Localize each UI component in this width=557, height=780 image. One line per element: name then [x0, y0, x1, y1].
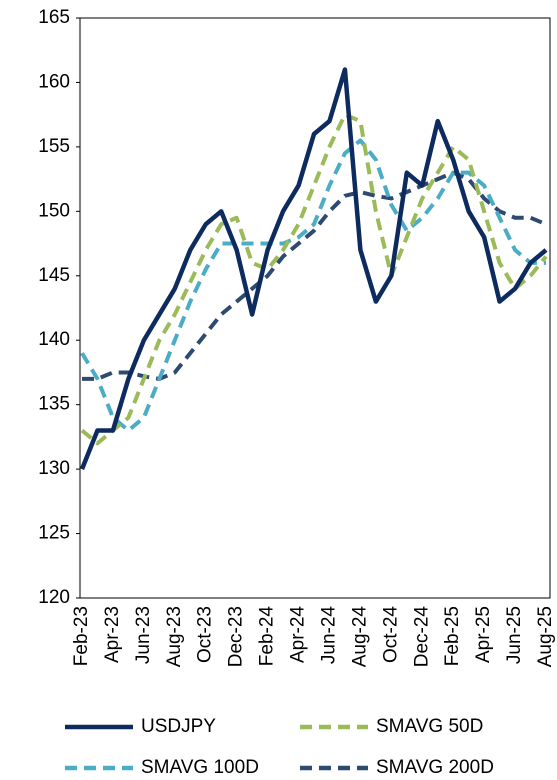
y-tick-label: 130: [38, 458, 70, 479]
x-tick-label: Dec-24: [411, 606, 432, 668]
plot-frame: [79, 17, 551, 599]
x-tick-label: Apr-23: [102, 606, 123, 663]
series-line: [82, 170, 547, 381]
y-tick-label: 155: [38, 136, 70, 157]
y-tick-label: 160: [38, 71, 70, 92]
y-tick-label: 145: [38, 265, 70, 286]
x-tick-label: Feb-23: [71, 606, 92, 666]
x-tick-label: Apr-24: [288, 606, 309, 663]
x-tick-label: Dec-23: [226, 606, 247, 667]
x-tick-label: Feb-24: [257, 606, 278, 667]
y-tick-label: 125: [38, 523, 70, 544]
x-tick-label: Aug-25: [535, 606, 556, 667]
x-tick-label: Feb-25: [442, 606, 463, 666]
series-line: [79, 67, 548, 470]
y-tick-label: 150: [38, 200, 70, 221]
x-tick-label: Jun-23: [133, 606, 154, 664]
x-tick-label: Jun-24: [318, 606, 339, 665]
y-tick-label: 135: [38, 394, 70, 415]
x-tick-label: Aug-24: [349, 606, 370, 668]
series-line: [80, 138, 546, 433]
legend-label: SMAVG 200D: [376, 757, 494, 778]
x-tick-label: Jun-25: [504, 606, 525, 664]
y-tick-label: 120: [38, 587, 70, 608]
x-tick-label: Aug-23: [164, 606, 185, 667]
y-tick-label: 140: [38, 329, 70, 350]
series-line: [80, 112, 548, 446]
x-tick-label: Oct-23: [195, 606, 216, 663]
legend-label: SMAVG 100D: [141, 757, 259, 778]
legend-label: SMAVG 50D: [376, 716, 483, 737]
x-tick-label: Apr-25: [473, 606, 494, 663]
legend-label: USDJPY: [141, 716, 216, 737]
y-tick-label: 165: [38, 7, 70, 28]
x-tick-label: Oct-24: [380, 606, 401, 663]
